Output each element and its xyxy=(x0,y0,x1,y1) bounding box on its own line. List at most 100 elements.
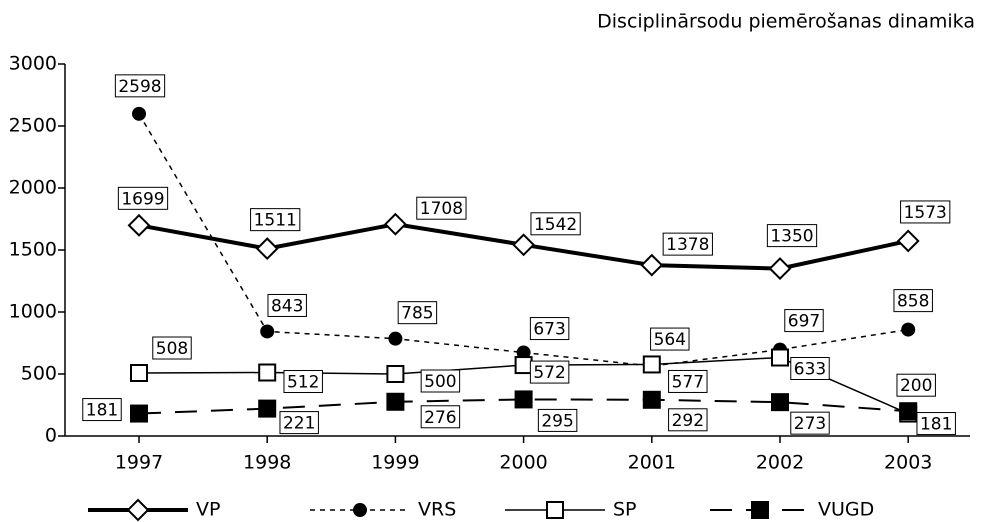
x-tick-label: 2003 xyxy=(884,452,932,474)
x-tick-label: 1998 xyxy=(243,452,291,474)
marker xyxy=(896,229,920,253)
marker xyxy=(640,253,664,277)
value-label-box xyxy=(420,405,461,429)
value-label-box xyxy=(896,373,936,397)
marker xyxy=(642,355,661,374)
marker xyxy=(516,345,531,360)
chart-title: Disciplinārsodu piemērošanas dinamika xyxy=(597,11,975,33)
marker xyxy=(642,390,661,409)
value-label-box xyxy=(416,196,467,220)
y-tick-label: 1500 xyxy=(9,239,57,261)
value-label-box xyxy=(766,224,818,248)
value-label: 273 xyxy=(794,414,826,434)
value-label-box xyxy=(530,212,581,236)
value-label-box xyxy=(662,232,713,256)
legend-marker xyxy=(546,501,564,519)
value-label: 1573 xyxy=(904,203,947,223)
value-label: 697 xyxy=(788,312,820,332)
value-label: 1542 xyxy=(534,215,577,235)
marker xyxy=(388,331,403,346)
value-label: 295 xyxy=(541,411,573,431)
value-label-box xyxy=(529,317,570,341)
value-label-box xyxy=(650,327,690,351)
value-label-box xyxy=(397,301,438,325)
value-label: 572 xyxy=(533,363,565,383)
value-label: 276 xyxy=(424,408,456,428)
value-label-box xyxy=(893,289,933,313)
value-label-box xyxy=(250,208,301,232)
marker xyxy=(255,237,279,261)
y-tick-label: 3000 xyxy=(9,53,57,75)
y-tick-label: 2500 xyxy=(9,115,57,137)
y-tick-label: 1000 xyxy=(9,301,57,323)
value-label-box xyxy=(283,370,323,394)
value-label: 673 xyxy=(533,320,565,340)
marker xyxy=(514,356,533,375)
value-label-box xyxy=(900,200,951,224)
marker xyxy=(130,404,148,423)
value-label: 2598 xyxy=(118,77,161,97)
marker xyxy=(512,233,536,257)
value-label-box xyxy=(117,186,169,210)
marker xyxy=(258,399,277,418)
value-label: 577 xyxy=(672,372,704,392)
legend-label: VRS xyxy=(418,499,456,521)
value-label-box xyxy=(529,360,570,384)
value-label-box xyxy=(668,369,708,393)
value-label: 1511 xyxy=(254,211,297,231)
x-tick-label: 1999 xyxy=(371,452,419,474)
value-label: 292 xyxy=(672,411,704,431)
legend-label: VUGD xyxy=(818,499,874,521)
value-label: 512 xyxy=(287,373,319,393)
value-label-box xyxy=(114,74,166,98)
marker xyxy=(386,365,405,383)
value-label: 500 xyxy=(424,372,456,392)
marker xyxy=(514,390,533,409)
marker xyxy=(127,213,151,237)
x-tick-label: 2002 xyxy=(756,452,804,474)
legend-label: VP xyxy=(196,499,220,521)
marker xyxy=(768,257,792,281)
value-label: 1350 xyxy=(770,227,813,247)
value-label: 1378 xyxy=(666,235,709,255)
x-tick-label: 2001 xyxy=(628,452,676,474)
y-tick-label: 0 xyxy=(45,425,57,447)
value-label-box xyxy=(279,411,319,435)
value-label: 221 xyxy=(283,414,315,434)
value-label: 843 xyxy=(271,296,303,316)
x-tick-label: 1997 xyxy=(115,452,163,474)
value-label: 633 xyxy=(794,360,826,380)
legend-label: SP xyxy=(613,499,637,521)
value-label-box xyxy=(790,357,830,381)
value-label: 564 xyxy=(654,330,686,350)
y-tick-label: 500 xyxy=(21,363,57,385)
marker xyxy=(901,322,916,337)
value-label: 1708 xyxy=(420,199,463,219)
value-label-box xyxy=(790,411,830,435)
value-label-box xyxy=(152,336,192,360)
marker xyxy=(132,106,146,121)
marker xyxy=(260,324,275,339)
value-label: 508 xyxy=(156,339,188,359)
value-label: 1699 xyxy=(121,189,164,209)
marker xyxy=(386,392,405,411)
legend-marker xyxy=(353,503,367,517)
marker xyxy=(258,363,277,382)
y-tick-label: 2000 xyxy=(9,177,57,199)
value-label: 181 xyxy=(920,415,952,435)
value-label-box xyxy=(537,408,578,432)
x-tick-label: 2000 xyxy=(499,452,547,474)
value-label-box xyxy=(420,369,461,393)
value-label-box xyxy=(668,408,708,432)
marker xyxy=(771,393,789,412)
value-label-box xyxy=(267,293,307,317)
marker xyxy=(130,364,148,383)
value-label: 858 xyxy=(897,292,929,312)
value-label-box xyxy=(82,398,122,422)
value-label: 785 xyxy=(401,304,433,324)
value-label: 181 xyxy=(86,401,118,421)
value-label-box xyxy=(784,309,824,333)
value-label: 200 xyxy=(900,376,932,396)
legend-marker xyxy=(751,501,769,519)
marker xyxy=(899,402,918,421)
